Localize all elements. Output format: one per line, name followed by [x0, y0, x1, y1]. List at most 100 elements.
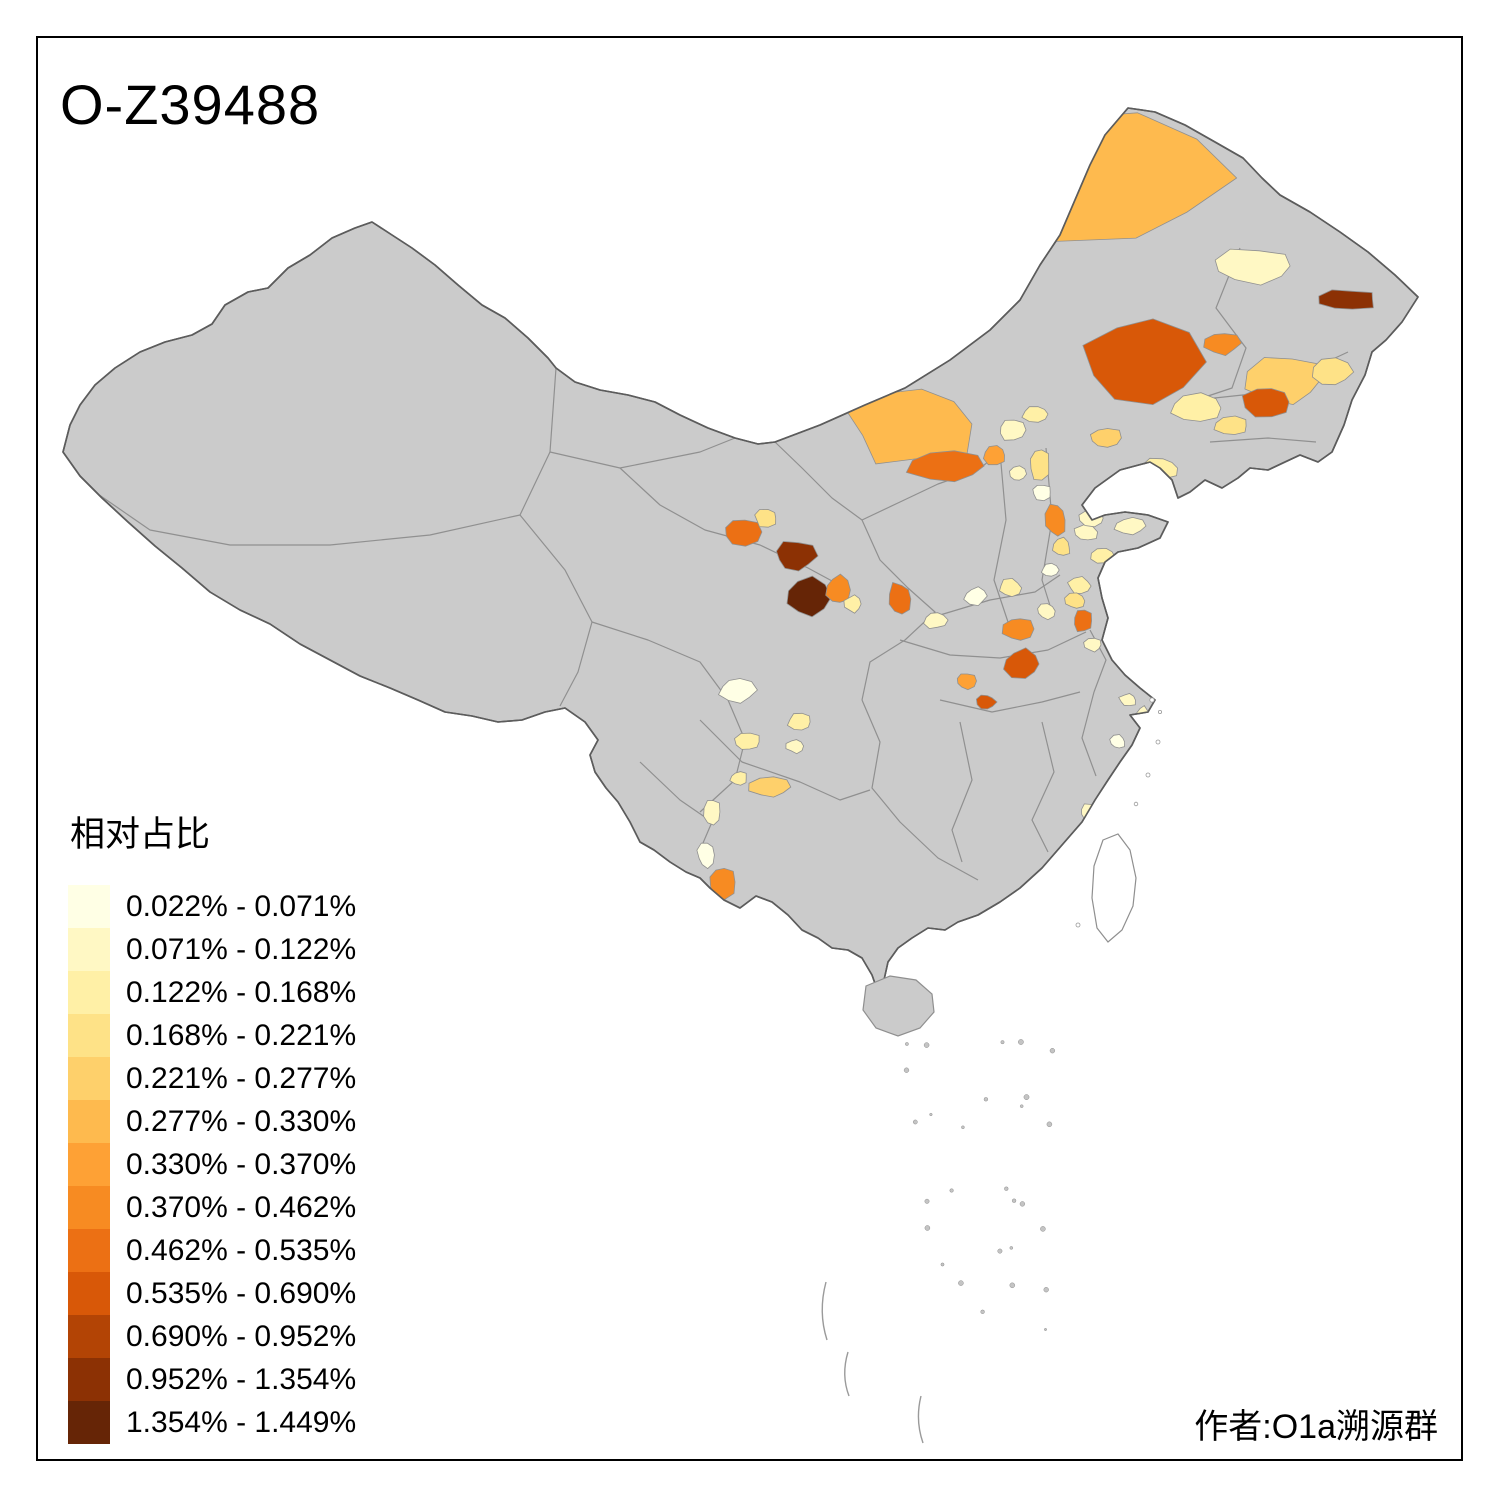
sea-island-dot	[997, 1248, 1003, 1254]
legend-swatch	[68, 1229, 110, 1272]
map-region-class-3	[1021, 406, 1049, 423]
map-region-class-3	[1170, 392, 1222, 422]
sea-island-dot	[1043, 1287, 1049, 1293]
sea-dash-lines	[821, 1281, 924, 1444]
map-region-class-4	[754, 508, 777, 528]
coastal-islands	[1075, 697, 1163, 928]
legend-rows: 0.022% - 0.071% 0.071% - 0.122% 0.122% - 0…	[68, 885, 356, 1444]
map-region-class-2	[923, 612, 949, 630]
legend-entry: 0.022% - 0.071%	[68, 885, 356, 928]
legend-swatch	[68, 971, 110, 1014]
province-borders	[94, 247, 1349, 881]
sea-island-dot	[924, 1198, 930, 1204]
sea-island-dot	[929, 1112, 933, 1117]
sea-island-dot	[958, 1280, 964, 1286]
legend-entry: 0.330% - 0.370%	[68, 1143, 356, 1186]
legend-entry: 0.071% - 0.122%	[68, 928, 356, 971]
legend-label: 0.535% - 0.690%	[126, 1276, 357, 1310]
legend-entry: 0.462% - 0.535%	[68, 1229, 356, 1272]
sea-island-dot	[1019, 1201, 1026, 1207]
map-region-class-1	[717, 678, 758, 704]
map-region-class-4	[1311, 357, 1355, 386]
legend-label: 1.354% - 1.449%	[126, 1405, 357, 1439]
sea-island-dot	[1044, 1328, 1047, 1331]
map-region-class-4	[1052, 536, 1071, 556]
map-region-class-7	[982, 445, 1005, 466]
legend: 相对占比 0.022% - 0.071% 0.071% - 0.122% 0.122…	[68, 806, 356, 1444]
sea-island-dot	[1018, 1039, 1024, 1045]
map-region-class-5	[1089, 428, 1122, 448]
legend-swatch	[68, 1358, 110, 1401]
map-region-class-3	[843, 594, 862, 614]
map-region-class-9	[1074, 609, 1093, 633]
legend-swatch	[68, 1272, 110, 1315]
legend-entry: 0.277% - 0.330%	[68, 1100, 356, 1143]
legend-label: 0.370% - 0.462%	[126, 1190, 357, 1224]
legend-swatch	[68, 1057, 110, 1100]
legend-swatch	[68, 1014, 110, 1057]
sea-island-dot	[1049, 1048, 1056, 1054]
sea-island-dot	[923, 1042, 930, 1048]
map-region-class-3	[734, 732, 760, 750]
map-region-class-1	[1040, 562, 1060, 577]
map-region-class-9	[725, 519, 763, 547]
legend-entry: 0.535% - 0.690%	[68, 1272, 356, 1315]
legend-label: 0.168% - 0.221%	[126, 1018, 357, 1052]
legend-swatch	[68, 1186, 110, 1229]
sea-island-dot	[983, 1097, 989, 1102]
map-region-class-12	[776, 541, 819, 572]
sea-island-dot	[949, 1188, 954, 1193]
legend-swatch	[68, 1315, 110, 1358]
legend-label: 0.221% - 0.277%	[126, 1061, 357, 1095]
map-region-class-8	[1203, 333, 1243, 357]
legend-entry: 0.221% - 0.277%	[68, 1057, 356, 1100]
sea-island-dot	[1040, 1226, 1046, 1232]
sea-island-dot	[1004, 1186, 1009, 1191]
legend-label: 0.330% - 0.370%	[126, 1147, 357, 1181]
map-region-class-2	[1083, 637, 1102, 653]
map-region-class-2	[1214, 248, 1291, 286]
legend-swatch	[68, 1143, 110, 1186]
sea-island-dot	[980, 1309, 985, 1314]
legend-swatch	[68, 1401, 110, 1444]
map-region-class-1	[963, 586, 988, 607]
map-region-class-4	[1213, 415, 1247, 435]
sea-island-dot	[1000, 1040, 1005, 1045]
map-region-class-4	[1029, 449, 1050, 481]
map-region-class-10	[975, 694, 998, 710]
legend-entry: 0.122% - 0.168%	[68, 971, 356, 1014]
legend-entry: 1.354% - 1.449%	[68, 1401, 356, 1444]
map-region-class-10	[1082, 318, 1207, 406]
sea-island-dot	[903, 1067, 910, 1073]
legend-entry: 0.370% - 0.462%	[68, 1186, 356, 1229]
china-national-outline	[62, 107, 1419, 993]
map-region-class-2	[703, 800, 721, 826]
legend-label: 0.277% - 0.330%	[126, 1104, 357, 1138]
map-region-class-1	[696, 842, 715, 870]
map-region-class-2	[1113, 516, 1147, 536]
legend-label: 0.122% - 0.168%	[126, 975, 357, 1009]
legend-label: 0.022% - 0.071%	[126, 889, 357, 923]
page-title: O-Z39488	[60, 73, 321, 136]
map-region-class-2	[1118, 693, 1136, 707]
map-region-class-2	[1126, 599, 1152, 621]
sea-island-dot	[940, 1262, 945, 1267]
map-region-class-1	[1032, 485, 1051, 502]
legend-label: 0.690% - 0.952%	[126, 1319, 357, 1353]
map-region-class-5	[748, 776, 792, 798]
legend-entry: 0.952% - 1.354%	[68, 1358, 356, 1401]
map-region-class-1	[1109, 734, 1126, 749]
map-region-class-10	[1003, 647, 1040, 679]
legend-swatch	[68, 1100, 110, 1143]
legend-entry: 0.690% - 0.952%	[68, 1315, 356, 1358]
map-region-class-2	[1009, 465, 1028, 481]
legend-title: 相对占比	[70, 815, 211, 854]
map-region-class-9	[905, 450, 985, 483]
sea-island-dot	[1046, 1121, 1053, 1128]
legend-label: 0.952% - 1.354%	[126, 1362, 357, 1396]
legend-label: 0.462% - 0.535%	[126, 1233, 357, 1267]
sea-island-dot	[1009, 1246, 1014, 1250]
taiwan-island	[1091, 833, 1137, 943]
